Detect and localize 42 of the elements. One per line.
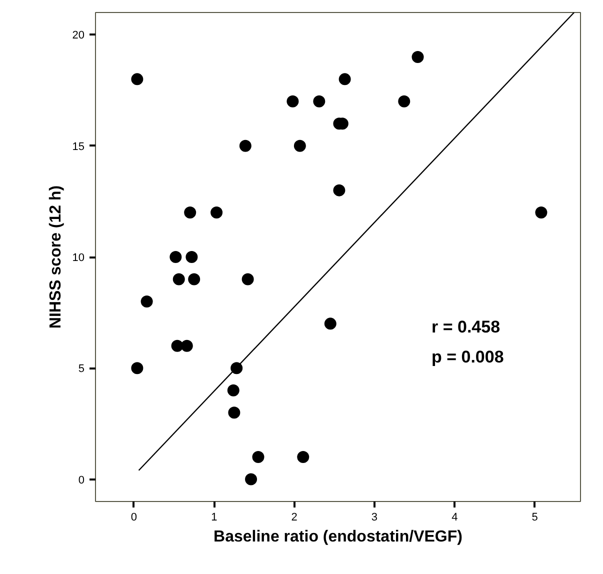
point [171,340,184,352]
point [412,50,424,63]
point [188,273,200,286]
point [338,73,351,86]
point [245,473,258,486]
x-tick-label: 0 [130,512,138,524]
point [297,451,310,464]
x-tick-label: 2 [291,512,298,524]
point [228,406,240,419]
y-tick-label: 15 [72,140,85,153]
point [535,206,548,219]
point [180,340,193,352]
point [333,184,346,196]
point [131,362,144,374]
point [324,318,336,330]
point [170,251,182,263]
x-tick-label: 3 [371,512,378,524]
point [286,95,299,108]
point [294,140,306,152]
point [252,451,264,464]
x-tick-label: 5 [532,512,538,524]
y-tick-label: 10 [72,252,85,264]
point [239,140,252,152]
y-tick-label: 0 [78,474,85,486]
point [140,295,153,308]
point [210,206,223,219]
x-tick-label: 4 [452,512,458,524]
x-tick-label: 1 [211,512,218,524]
point [131,73,144,86]
x-axis-title: Baseline ratio (endostatin/VEGF) [214,528,462,546]
point [184,206,196,219]
y-tick-label: 5 [78,363,85,376]
annotation: r = 0.458 [432,318,500,336]
y-axis-title: NIHSS score (12 h) [47,185,64,329]
point [172,273,185,286]
y-tick-label: 20 [72,30,85,42]
point [186,251,198,263]
point [313,95,326,108]
annotation: p = 0.008 [432,348,504,366]
point [398,95,410,108]
point [227,384,240,396]
point [242,273,254,286]
